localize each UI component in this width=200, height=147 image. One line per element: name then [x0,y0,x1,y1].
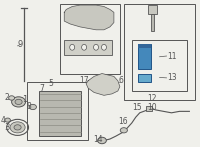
Text: 1: 1 [23,95,28,104]
Bar [124,4,195,100]
Bar [148,5,157,14]
Text: 2: 2 [5,93,9,102]
Text: 17: 17 [79,76,89,85]
Circle shape [15,99,22,105]
Circle shape [5,118,10,122]
Polygon shape [86,74,120,95]
Circle shape [120,128,127,133]
Text: 14: 14 [93,135,103,143]
Text: 7: 7 [39,83,44,93]
Bar [151,14,154,31]
Circle shape [29,104,36,110]
Bar [39,91,81,136]
Text: 5: 5 [48,79,53,88]
Bar [27,82,88,141]
Text: 11: 11 [168,52,177,61]
Ellipse shape [70,44,75,50]
Ellipse shape [94,44,99,50]
Ellipse shape [101,44,106,50]
Circle shape [14,125,21,130]
Circle shape [98,137,106,144]
Bar [138,44,151,48]
Bar [132,40,187,91]
Text: 10: 10 [147,103,156,112]
Text: 12: 12 [147,94,156,103]
Circle shape [10,122,25,133]
Text: 9: 9 [18,40,23,49]
Bar [60,4,120,74]
Ellipse shape [82,44,87,50]
Bar [138,74,151,81]
Text: 4: 4 [1,116,6,125]
Text: 6: 6 [119,76,124,85]
Polygon shape [64,5,114,30]
Bar [138,44,151,69]
Bar [146,106,152,111]
Circle shape [12,97,26,107]
Text: 3: 3 [5,123,10,132]
Bar [64,40,112,55]
Text: 13: 13 [168,73,177,82]
Text: 8: 8 [27,102,31,111]
Text: 16: 16 [118,117,128,126]
Text: 15: 15 [132,103,141,112]
Circle shape [9,96,15,100]
